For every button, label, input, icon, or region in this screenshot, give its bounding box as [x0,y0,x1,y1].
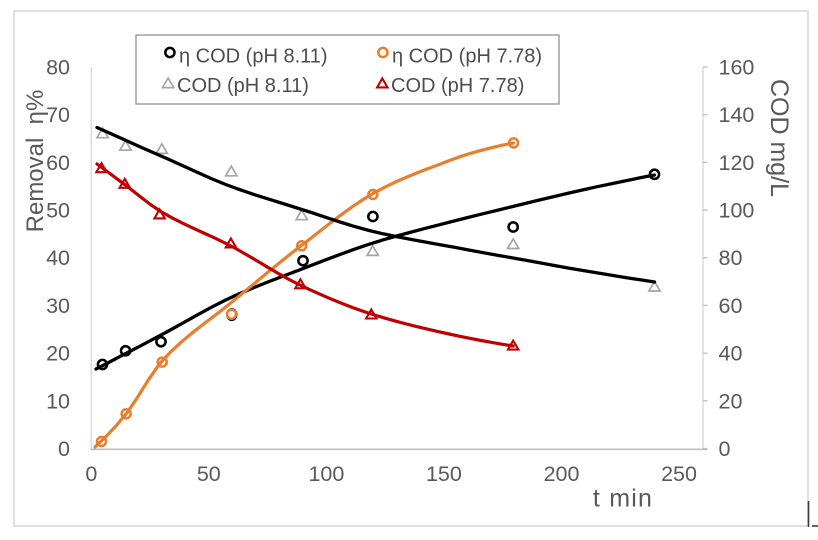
svg-text:t min: t min [593,485,653,513]
svg-text:η COD (pH 7.78): η COD (pH 7.78) [392,46,542,68]
svg-text:40: 40 [46,246,70,270]
svg-text:30: 30 [46,294,70,318]
svg-text:COD (pH 7.78): COD (pH 7.78) [391,75,524,97]
svg-text:10: 10 [46,389,70,413]
svg-text:50: 50 [46,199,70,223]
svg-text:100: 100 [308,462,344,486]
svg-text:100: 100 [719,199,755,223]
svg-text:140: 140 [719,103,755,127]
svg-text:COD mg/L: COD mg/L [765,79,793,197]
svg-text:20: 20 [719,389,743,413]
svg-text:60: 60 [719,294,743,318]
svg-text:160: 160 [719,56,755,80]
svg-text:Removal η%: Removal η% [22,90,49,233]
svg-text:250: 250 [661,462,697,486]
svg-text:80: 80 [719,246,743,270]
svg-text:150: 150 [426,462,462,486]
svg-text:120: 120 [719,151,755,175]
svg-text:20: 20 [46,342,70,366]
svg-text:0: 0 [85,462,97,486]
svg-text:40: 40 [719,342,743,366]
svg-text:0: 0 [719,437,731,461]
svg-text:η COD (pH 8.11): η COD (pH 8.11) [179,46,328,68]
svg-text:0: 0 [58,437,70,461]
svg-text:80: 80 [46,56,70,80]
svg-text:COD (pH 8.11): COD (pH 8.11) [177,75,309,97]
svg-text:60: 60 [46,151,70,175]
svg-text:200: 200 [544,462,580,486]
svg-text:50: 50 [197,462,221,486]
svg-text:70: 70 [46,103,70,127]
